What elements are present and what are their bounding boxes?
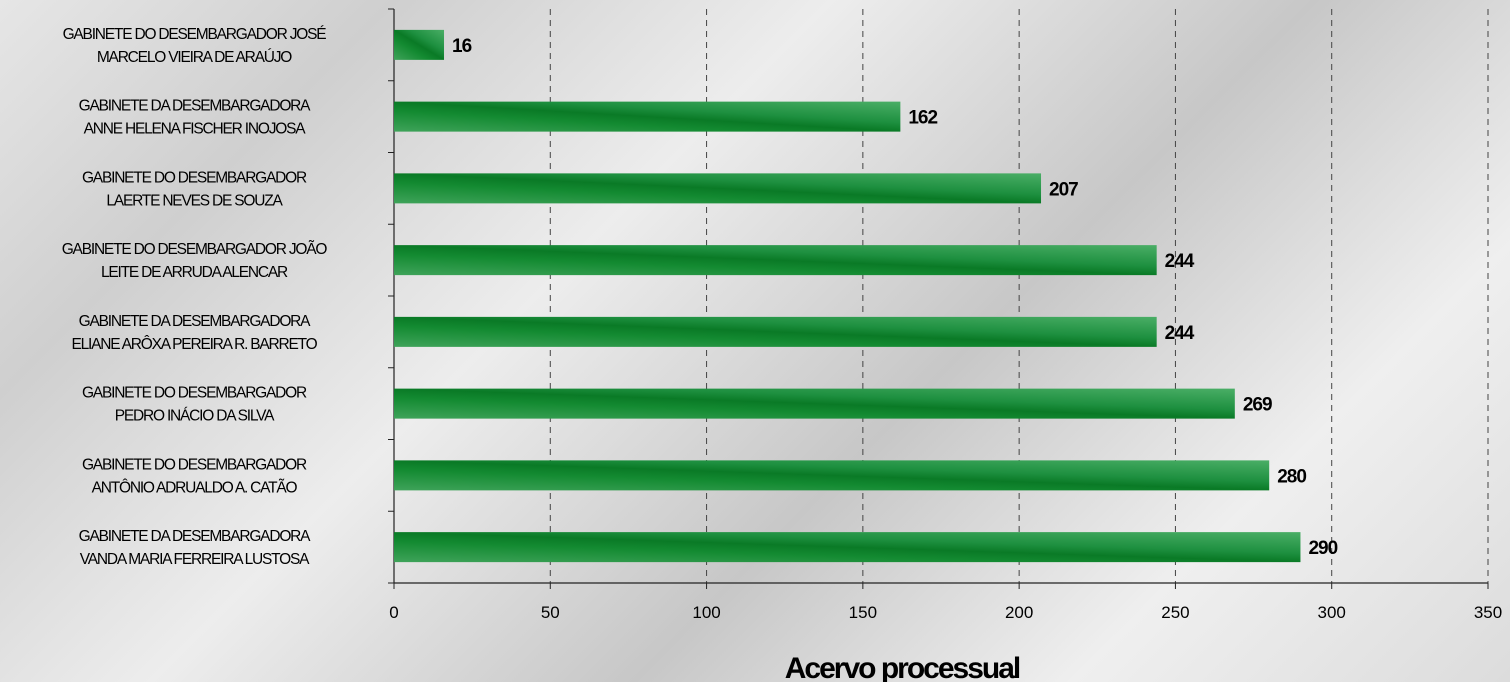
data-label: 207 — [1049, 179, 1078, 200]
x-tick-label: 100 — [692, 603, 720, 622]
bar — [394, 29, 445, 60]
category-label: GABINETE DO DESEMBARGADOR ANTÔNIO ADRUALD… — [82, 456, 307, 496]
bar — [394, 245, 1157, 276]
category-label: GABINETE DA DESEMBARGADORA VANDA MARIA FE… — [79, 528, 311, 568]
category-label: GABINETE DO DESEMBARGADOR JOÃO LEITE DE A… — [62, 241, 328, 281]
data-label: 244 — [1165, 323, 1195, 344]
category-label: GABINETE DA DESEMBARGADORA ELIANE ARÔXA P… — [71, 313, 317, 353]
x-tick-label: 0 — [389, 603, 398, 622]
x-tick-label: 300 — [1318, 603, 1346, 622]
bar — [394, 388, 1235, 419]
bar — [394, 532, 1301, 563]
x-axis-title: Acervo processual — [785, 652, 1020, 682]
category-label: GABINETE DA DESEMBARGADORA ANNE HELENA FI… — [79, 98, 311, 138]
data-label: 16 — [452, 36, 472, 57]
data-label: 290 — [1308, 538, 1337, 559]
bar — [394, 101, 901, 132]
data-label: 244 — [1165, 251, 1195, 272]
axes — [388, 8, 1489, 589]
bar — [394, 316, 1157, 347]
x-tick-label: 50 — [541, 603, 560, 622]
bar — [394, 173, 1042, 204]
bars — [394, 29, 1301, 563]
data-label: 280 — [1277, 466, 1306, 487]
data-label: 269 — [1243, 395, 1272, 416]
category-label: GABINETE DO DESEMBARGADOR JOSÉ MARCELO VI… — [63, 26, 327, 66]
category-label: GABINETE DO DESEMBARGADOR LAERTE NEVES DE… — [82, 169, 307, 209]
grid-lines — [549, 9, 1489, 583]
x-tick-label: 200 — [1005, 603, 1033, 622]
labels: 0 50 100 150 200 250 300 350 16 GABINETE DO DESEM… — [62, 26, 1502, 622]
bar — [394, 460, 1270, 491]
x-tick-label: 350 — [1474, 603, 1502, 622]
data-label: 162 — [908, 108, 937, 129]
x-tick-label: 250 — [1161, 603, 1189, 622]
x-tick-label: 150 — [849, 603, 877, 622]
category-label: GABINETE DO DESEMBARGADOR PEDRO INÁCIO DA… — [82, 385, 307, 425]
